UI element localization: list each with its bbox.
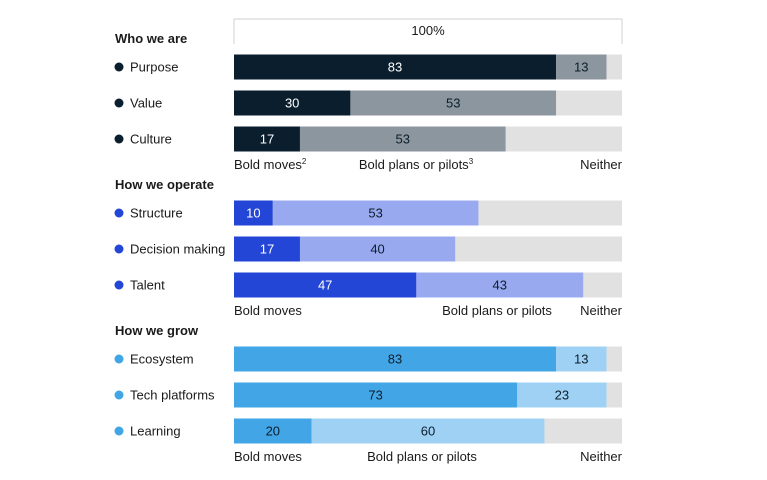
legend-label: Bold moves xyxy=(234,449,302,464)
group-title: How we operate xyxy=(115,177,214,192)
legend-label: Neither xyxy=(580,303,623,318)
category-bullet-icon xyxy=(114,244,124,254)
bar-bold-plans xyxy=(556,54,607,80)
category-bullet-icon xyxy=(114,208,124,218)
bar-bold-plans xyxy=(416,272,584,298)
data-label-bold-plans: 53 xyxy=(396,132,410,147)
category-label: Decision making xyxy=(130,242,225,257)
data-label-bold-moves: 17 xyxy=(260,132,274,147)
group-title: Who we are xyxy=(115,31,187,46)
bar-bold-moves xyxy=(234,418,312,444)
bar-bold-plans xyxy=(556,346,607,372)
data-label-bold-plans: 40 xyxy=(370,242,384,257)
category-label: Culture xyxy=(130,132,172,147)
data-label-bold-plans: 53 xyxy=(368,206,382,221)
category-bullet-icon xyxy=(114,426,124,436)
category-bullet-icon xyxy=(114,354,124,364)
legend-label-text: Neither xyxy=(580,303,623,318)
legend-label: Bold moves xyxy=(234,303,302,318)
category-label: Purpose xyxy=(130,60,178,75)
bar-bold-moves xyxy=(234,90,351,116)
category-bullet-icon xyxy=(114,134,124,144)
category-label: Talent xyxy=(130,278,165,293)
scale-header: 100% xyxy=(233,18,623,44)
group-title: How we grow xyxy=(115,323,199,338)
data-label-bold-plans: 13 xyxy=(574,60,588,75)
bar-bold-plans xyxy=(517,382,607,408)
bar-bold-plans xyxy=(299,126,506,152)
data-label-bold-moves: 47 xyxy=(318,278,332,293)
legend-label: Neither xyxy=(580,449,623,464)
legend-label: Neither xyxy=(580,157,623,172)
legend-label-text: Neither xyxy=(580,449,623,464)
category-bullet-icon xyxy=(114,62,124,72)
legend-label: Bold moves2 xyxy=(234,157,307,172)
plot-area: Who we are Purpose 83 13 Value 30 53 Culture 17 5… xyxy=(114,31,623,464)
category-bullet-icon xyxy=(114,98,124,108)
category-label: Tech platforms xyxy=(130,388,215,403)
bar-bold-moves xyxy=(234,200,273,226)
data-label-bold-moves: 73 xyxy=(368,388,382,403)
category-label: Value xyxy=(130,96,162,111)
legend-label-text: Bold moves xyxy=(234,449,302,464)
legend-label: Bold plans or pilots xyxy=(367,449,477,464)
bar-bold-moves xyxy=(234,346,557,372)
bar-bold-moves xyxy=(234,236,300,262)
bar-bold-moves xyxy=(234,126,300,152)
legend-label: Bold plans or pilots3 xyxy=(359,157,474,172)
category-label: Ecosystem xyxy=(130,352,194,367)
legend-label-text: Bold moves xyxy=(234,157,302,172)
category-bullet-icon xyxy=(114,280,124,290)
bar-bold-plans xyxy=(350,90,557,116)
data-label-bold-moves: 17 xyxy=(260,242,274,257)
legend-label-text: Bold moves xyxy=(234,303,302,318)
legend-footnote-marker: 3 xyxy=(469,157,474,166)
category-label: Structure xyxy=(130,206,183,221)
bar-bold-moves xyxy=(234,382,518,408)
data-label-bold-moves: 83 xyxy=(388,352,402,367)
legend-label-text: Bold plans or pilots xyxy=(367,449,477,464)
category-bullet-icon xyxy=(114,390,124,400)
scale-label: 100% xyxy=(411,23,445,38)
legend-footnote-marker: 2 xyxy=(302,157,307,166)
data-label-bold-plans: 43 xyxy=(493,278,507,293)
legend-label: Bold plans or pilots xyxy=(442,303,552,318)
data-label-bold-moves: 83 xyxy=(388,60,402,75)
category-label: Learning xyxy=(130,424,181,439)
data-label-bold-moves: 30 xyxy=(285,96,299,111)
bar-bold-plans xyxy=(299,236,456,262)
data-label-bold-plans: 60 xyxy=(421,424,435,439)
data-label-bold-moves: 20 xyxy=(266,424,280,439)
group-1: How we operate Structure 10 53 Decision maki… xyxy=(114,177,623,318)
bar-bold-moves xyxy=(234,272,417,298)
bar-bold-plans xyxy=(311,418,545,444)
bar-bold-plans xyxy=(272,200,479,226)
data-label-bold-plans: 23 xyxy=(555,388,569,403)
legend-label-text: Bold plans or pilots xyxy=(359,157,469,172)
data-label-bold-moves: 10 xyxy=(246,206,260,221)
bar-bold-moves xyxy=(234,54,557,80)
group-2: How we grow Ecosystem 83 13 Tech platforms 73… xyxy=(114,323,623,464)
legend-label-text: Neither xyxy=(580,157,623,172)
legend-label-text: Bold plans or pilots xyxy=(442,303,552,318)
data-label-bold-plans: 53 xyxy=(446,96,460,111)
group-0: Who we are Purpose 83 13 Value 30 53 Culture 17 5… xyxy=(114,31,623,172)
data-label-bold-plans: 13 xyxy=(574,352,588,367)
